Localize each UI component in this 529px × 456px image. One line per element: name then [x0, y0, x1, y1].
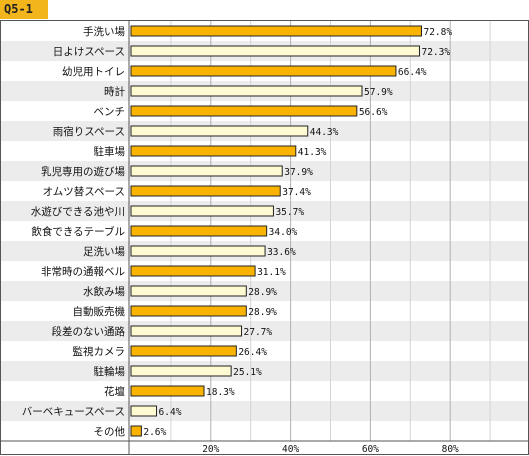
value-label: 56.6%: [359, 107, 388, 118]
category-label: 駐輪場: [94, 365, 126, 378]
bar: [130, 325, 243, 337]
bar: [130, 205, 274, 217]
value-label: 33.6%: [267, 247, 296, 258]
bar: [130, 125, 309, 137]
category-label: 飲食できるテーブル: [31, 225, 125, 238]
value-label: 27.7%: [244, 327, 273, 338]
bar: [130, 345, 237, 357]
category-label: 駐車場: [94, 145, 126, 158]
value-label: 44.3%: [310, 127, 339, 138]
bar: [130, 225, 268, 237]
category-label: 乳児専用の遊び場: [41, 165, 125, 178]
category-label: 監視カメラ: [73, 345, 126, 358]
bar: [130, 25, 422, 37]
bar: [130, 105, 358, 117]
category-label: ベンチ: [94, 106, 126, 118]
x-tick-label: 60%: [362, 444, 379, 455]
bar: [130, 385, 205, 397]
value-label: 34.0%: [269, 227, 298, 238]
value-label: 26.4%: [238, 347, 267, 358]
category-labels: 手洗い場日よけスペース幼児用トイレ時計ベンチ雨宿りスペース駐車場乳児専用の遊び場…: [22, 25, 126, 438]
category-label: 時計: [104, 85, 125, 98]
value-label: 25.1%: [233, 367, 262, 378]
bar: [130, 265, 256, 277]
category-label: 雨宿りスペース: [53, 125, 125, 138]
category-label: 段差のない通路: [52, 325, 126, 338]
category-label: 手洗い場: [83, 25, 125, 38]
value-label: 35.7%: [275, 207, 304, 218]
row-background: [1, 421, 528, 441]
bar: [130, 245, 266, 257]
category-label: 非常時の通報ベル: [41, 265, 125, 278]
value-label: 37.9%: [284, 167, 313, 178]
value-label: 72.3%: [421, 47, 450, 58]
bar: [130, 305, 247, 317]
bar: [130, 45, 420, 57]
category-label: 足洗い場: [83, 245, 125, 258]
bar: [130, 145, 297, 157]
category-label: バーベキュースペース: [22, 406, 125, 418]
value-label: 6.4%: [159, 407, 182, 418]
category-label: 自動販売機: [73, 305, 126, 318]
value-label: 2.6%: [143, 427, 166, 438]
value-label: 28.9%: [248, 287, 277, 298]
question-tag: Q5-1: [0, 0, 48, 19]
bar: [130, 365, 232, 377]
value-label: 72.8%: [423, 27, 452, 38]
x-tick-label: 20%: [202, 444, 219, 455]
x-tick-label: 40%: [282, 444, 299, 455]
value-label: 37.4%: [282, 187, 311, 198]
bar: [130, 405, 158, 417]
x-axis-tick-labels: 20% 40% 60% 80%: [202, 444, 459, 455]
value-label: 18.3%: [206, 387, 235, 398]
value-label: 66.4%: [398, 67, 427, 78]
bar: [130, 165, 283, 177]
bar: [130, 285, 247, 297]
value-label: 28.9%: [248, 307, 277, 318]
x-tick-label: 80%: [442, 444, 459, 455]
category-label: 幼児用トイレ: [62, 65, 125, 78]
value-label: 41.3%: [298, 147, 327, 158]
value-label: 31.1%: [257, 267, 286, 278]
category-label: 日よけスペース: [53, 46, 125, 58]
row-background: [1, 381, 528, 401]
category-label: 水遊びできる池や川: [31, 205, 125, 218]
category-label: 花壇: [104, 385, 125, 398]
row-background: [1, 361, 528, 381]
category-label: その他: [94, 425, 126, 438]
category-label: 水飲み場: [83, 285, 125, 298]
category-label: オムツ替スペース: [43, 185, 125, 198]
value-labels: 72.8% 72.3% 66.4% 57.9% 56.6% 44.3% 41.3% 37.9%…: [143, 27, 452, 438]
bar: [130, 185, 281, 197]
bar: [130, 65, 397, 77]
bar: [130, 425, 142, 437]
bars: [130, 25, 422, 437]
bar: [130, 85, 363, 97]
value-label: 57.9%: [364, 87, 393, 98]
